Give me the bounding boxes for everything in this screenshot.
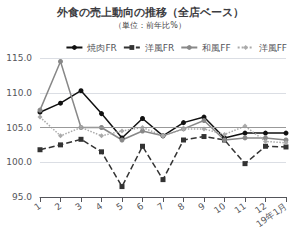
- svg-text:19年1月: 19年1月: [254, 201, 289, 229]
- svg-text:和風FF: 和風FF: [202, 43, 230, 53]
- svg-text:2: 2: [53, 201, 63, 212]
- svg-text:焼肉FR: 焼肉FR: [87, 43, 116, 53]
- svg-text:115.0: 115.0: [6, 53, 32, 63]
- svg-text:6: 6: [135, 201, 146, 213]
- svg-text:洋風FF: 洋風FF: [259, 43, 287, 53]
- svg-text:洋風FR: 洋風FR: [145, 43, 174, 53]
- svg-text:105.0: 105.0: [6, 123, 32, 133]
- svg-text:3: 3: [73, 201, 83, 212]
- svg-text:（単位：前年比%）: （単位：前年比%）: [114, 21, 186, 30]
- svg-text:11: 11: [233, 201, 248, 216]
- svg-text:12: 12: [253, 200, 269, 216]
- svg-text:9: 9: [196, 201, 207, 213]
- svg-text:95.0: 95.0: [12, 192, 32, 202]
- svg-text:8: 8: [176, 201, 187, 213]
- svg-text:1: 1: [32, 201, 42, 212]
- svg-text:100.0: 100.0: [6, 157, 32, 167]
- svg-text:110.0: 110.0: [6, 88, 32, 98]
- svg-text:10: 10: [212, 201, 227, 216]
- svg-text:外食の売上動向の推移（全店ベース）: 外食の売上動向の推移（全店ベース）: [56, 6, 244, 19]
- svg-text:4: 4: [94, 201, 105, 213]
- svg-text:5: 5: [114, 201, 124, 212]
- svg-text:7: 7: [155, 201, 165, 212]
